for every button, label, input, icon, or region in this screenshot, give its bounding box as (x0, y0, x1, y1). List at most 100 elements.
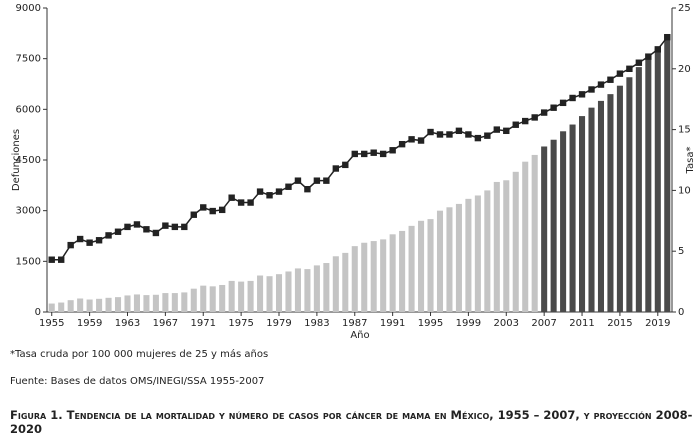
bar (635, 67, 642, 312)
bar (512, 171, 519, 312)
y2-tick-label: 10 (678, 185, 691, 196)
y-tick-label: 6000 (16, 104, 41, 115)
marker (635, 59, 643, 66)
bar (465, 198, 472, 312)
bar (569, 124, 576, 313)
x-tick-label: 1971 (191, 318, 216, 329)
bar (67, 300, 74, 312)
marker (654, 46, 661, 53)
y2-tick-label: 0 (678, 307, 684, 318)
x-tick-label: 2011 (569, 318, 594, 329)
marker (67, 241, 74, 249)
marker (76, 235, 84, 243)
marker (588, 86, 595, 93)
bar (86, 299, 93, 312)
marker (58, 256, 65, 263)
marker (171, 223, 179, 231)
bar (455, 203, 462, 312)
bar (162, 293, 169, 312)
bar (522, 161, 529, 312)
bar (171, 293, 178, 312)
marker (48, 256, 55, 263)
marker (200, 204, 207, 211)
bar (664, 35, 671, 313)
marker (218, 206, 226, 214)
marker (370, 149, 377, 156)
marker (645, 53, 652, 60)
bar (399, 230, 406, 312)
bar (228, 280, 235, 312)
bar (626, 77, 633, 312)
marker (540, 109, 548, 116)
bar (219, 284, 226, 312)
y-tick-label: 7500 (16, 54, 41, 65)
bar (257, 275, 264, 312)
marker (550, 104, 557, 111)
bar (114, 297, 122, 312)
x-tick-label: 1991 (380, 318, 405, 329)
x-tick-label: 1999 (456, 318, 481, 329)
bar (474, 195, 481, 312)
bar (541, 146, 548, 312)
y-tick-label: 0 (35, 307, 41, 318)
marker (143, 226, 150, 233)
x-tick-label: 1959 (77, 318, 102, 329)
marker (313, 177, 321, 184)
marker (569, 94, 576, 102)
marker (342, 161, 349, 169)
marker (275, 188, 283, 195)
bar (597, 100, 605, 312)
bar (200, 285, 207, 312)
x-tick-label: 1987 (342, 318, 367, 329)
marker (455, 127, 463, 135)
x-tick-label: 1955 (39, 318, 64, 329)
bar (238, 281, 245, 312)
bar (143, 295, 150, 312)
bar (77, 298, 84, 312)
bar (152, 294, 159, 312)
marker (133, 221, 141, 228)
marker (664, 33, 671, 41)
marker (484, 132, 491, 139)
x-axis-label: Año (350, 330, 369, 341)
marker (95, 237, 103, 244)
marker (531, 114, 538, 121)
x-tick-label: 1963 (115, 318, 140, 329)
marker (256, 188, 264, 195)
y2-tick-label: 5 (678, 246, 684, 257)
bar (550, 139, 557, 312)
marker (379, 150, 387, 158)
bar (588, 107, 595, 313)
chart: Defunciones Tasa* Año 0 1500 3000 4500 6000 7… (11, 3, 696, 341)
marker (209, 207, 216, 215)
bar (408, 225, 415, 312)
marker (597, 81, 605, 88)
y-axis-label: Defunciones (11, 129, 22, 191)
marker (503, 127, 510, 135)
marker (294, 177, 302, 184)
y-tick-label: 4500 (16, 155, 41, 166)
marker (237, 199, 245, 206)
y-tick-label: 1500 (16, 256, 41, 267)
y2-axis-label: Tasa* (685, 147, 696, 175)
marker (446, 131, 453, 138)
x-tick-label: 1967 (153, 318, 178, 329)
marker (398, 140, 406, 148)
bar (275, 274, 283, 312)
y2-tick-label: 25 (678, 3, 691, 14)
marker (304, 185, 311, 193)
source: Fuente: Bases de datos OMS/INEGI/SSA 195… (10, 376, 265, 387)
bar (436, 210, 444, 312)
bar (304, 269, 311, 312)
marker (361, 150, 368, 158)
marker (285, 183, 292, 190)
bar (190, 288, 197, 312)
bar (531, 154, 538, 312)
marker (493, 126, 501, 133)
bar (124, 295, 131, 312)
bar (493, 181, 500, 312)
bar (560, 131, 567, 312)
marker (626, 65, 633, 72)
marker (512, 121, 519, 128)
bar (247, 280, 254, 312)
